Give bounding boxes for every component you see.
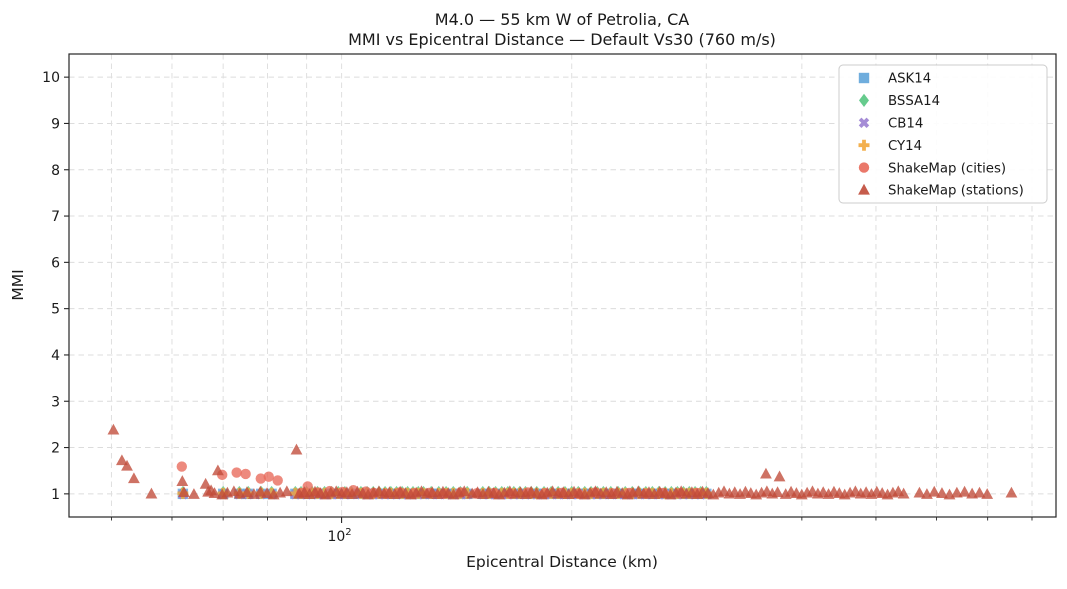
y-tick-label: 2	[51, 441, 60, 457]
shakemap-stations-point	[128, 472, 140, 484]
legend: ASK14 BSSA14 CB14 CY14 ShakeMap (cities) Shak…	[838, 64, 1048, 204]
shakemap-stations-point	[211, 464, 224, 476]
plot-border	[68, 53, 1057, 518]
legend-label-ask14: ASK14	[888, 72, 931, 87]
shakemap-stations-point	[178, 486, 190, 498]
shakemap-stations-point	[145, 487, 158, 499]
chart-title: M4.0 — 55 km W of Petrolia, CA	[435, 10, 689, 29]
shakemap-cities-point	[255, 473, 266, 484]
shakemap-cities-point	[263, 471, 274, 482]
shakemap-cities-point	[231, 467, 242, 478]
y-tick-label: 4	[51, 348, 60, 364]
legend-marker-x-icon	[858, 117, 870, 129]
legend-label-cb14: CB14	[888, 117, 923, 132]
x-tick-label: 102	[327, 527, 351, 545]
legend-marker-plus-icon	[858, 139, 870, 151]
shakemap-stations-point	[188, 488, 200, 499]
shakemap-stations-point	[107, 423, 120, 435]
shakemap-stations-point	[1005, 486, 1018, 498]
legend-label-cy14: CY14	[888, 139, 922, 154]
shakemap-stations-point	[981, 488, 994, 499]
shakemap-cities-point	[240, 468, 251, 480]
y-tick-label: 6	[51, 255, 60, 271]
shakemap-stations-point	[280, 485, 293, 497]
y-tick-label: 7	[51, 209, 60, 225]
shakemap-stations-point	[121, 459, 133, 471]
axis-ticks: 1 2 3 4 5 6 7 8 9 10 102	[42, 70, 1033, 545]
shakemap-stations-point	[176, 475, 189, 486]
legend-marker-triangle-icon	[858, 183, 870, 195]
shakemap-stations-point	[936, 487, 948, 498]
cy14-point	[289, 487, 301, 499]
shakemap-stations-point	[208, 487, 221, 498]
shakemap-stations-point	[254, 485, 267, 497]
y-tick-label: 9	[51, 116, 60, 132]
shakemap-stations-point	[458, 485, 471, 497]
y-tick-label: 8	[51, 163, 60, 179]
shakemap-stations-point	[913, 486, 926, 498]
legend-label-bssa14: BSSA14	[888, 94, 940, 109]
legend-marker-circle-icon	[858, 162, 870, 173]
shakemap-stations-point	[928, 485, 941, 497]
y-tick-label: 10	[42, 70, 60, 86]
shakemap-cities-point	[272, 475, 283, 486]
legend-label-shakemap-stations: ShakeMap (stations)	[888, 184, 1024, 199]
legend-marker-square-icon	[858, 72, 870, 84]
shakemap-stations-point	[116, 454, 128, 466]
x-axis-label: Epicentral Distance (km)	[466, 553, 658, 571]
y-axis-label: MMI	[9, 269, 27, 300]
shakemap-stations-point	[973, 486, 986, 498]
y-tick-label: 5	[51, 302, 60, 318]
legend-label-shakemap-cities: ShakeMap (cities)	[888, 161, 1006, 176]
scatter-points	[107, 423, 1018, 500]
y-tick-label: 3	[51, 394, 60, 410]
shakemap-stations-point	[760, 467, 772, 479]
shakemap-stations-point	[290, 443, 303, 455]
shakemap-stations-point	[773, 470, 786, 482]
shakemap-cities-point	[176, 461, 187, 472]
y-tick-label: 1	[51, 487, 60, 503]
shakemap-stations-point	[897, 487, 910, 499]
legend-box	[838, 64, 1048, 204]
chart-subtitle: MMI vs Epicentral Distance — Default Vs3…	[348, 30, 776, 49]
shakemap-stations-point	[771, 486, 784, 498]
legend-marker-diamond-icon	[859, 93, 869, 107]
shakemap-stations-point	[199, 477, 212, 489]
shakemap-stations-point	[241, 486, 253, 498]
shakemap-stations-point	[958, 485, 971, 497]
